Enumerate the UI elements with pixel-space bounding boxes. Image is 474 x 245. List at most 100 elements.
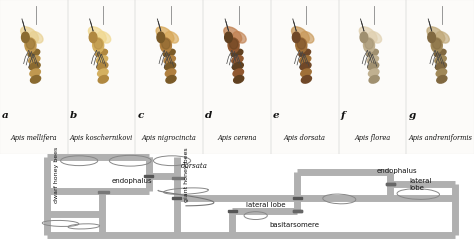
Bar — [293, 210, 302, 212]
Ellipse shape — [301, 32, 314, 43]
Ellipse shape — [26, 39, 35, 49]
Text: endophalus: endophalus — [376, 169, 417, 174]
Text: Apis andreniformis: Apis andreniformis — [408, 134, 472, 142]
Ellipse shape — [164, 49, 175, 57]
Ellipse shape — [96, 49, 108, 57]
Bar — [406, 0, 474, 154]
Text: Apis koschernikovi: Apis koschernikovi — [70, 134, 133, 142]
Ellipse shape — [25, 38, 36, 52]
Ellipse shape — [89, 32, 97, 43]
Text: d: d — [205, 111, 212, 120]
Text: basitarsomere: basitarsomere — [270, 222, 319, 228]
Ellipse shape — [300, 56, 311, 63]
Text: endophalus: endophalus — [112, 178, 152, 184]
Ellipse shape — [229, 39, 238, 49]
Text: g: g — [408, 111, 416, 120]
Bar — [386, 183, 395, 185]
Ellipse shape — [30, 75, 41, 83]
Bar — [271, 0, 338, 154]
Bar — [338, 0, 406, 154]
Text: dorsata: dorsata — [182, 162, 208, 170]
Ellipse shape — [225, 32, 232, 43]
Bar — [172, 197, 182, 199]
Ellipse shape — [435, 56, 446, 63]
Ellipse shape — [432, 39, 441, 49]
Bar — [293, 210, 302, 212]
Ellipse shape — [368, 32, 382, 43]
Ellipse shape — [367, 56, 379, 63]
Ellipse shape — [98, 69, 108, 77]
Bar — [0, 0, 68, 154]
Ellipse shape — [228, 38, 239, 52]
Text: f: f — [341, 111, 345, 120]
Ellipse shape — [233, 32, 246, 43]
Ellipse shape — [428, 32, 436, 43]
Bar — [68, 0, 136, 154]
Ellipse shape — [94, 39, 102, 49]
Ellipse shape — [437, 75, 447, 83]
Ellipse shape — [431, 38, 442, 52]
Ellipse shape — [364, 38, 374, 52]
Ellipse shape — [300, 62, 311, 70]
Ellipse shape — [164, 62, 175, 70]
Ellipse shape — [29, 62, 40, 70]
Ellipse shape — [436, 62, 447, 70]
Ellipse shape — [164, 56, 175, 63]
Ellipse shape — [21, 27, 38, 43]
Ellipse shape — [436, 69, 447, 77]
Ellipse shape — [30, 32, 43, 43]
Ellipse shape — [28, 49, 40, 57]
Ellipse shape — [427, 27, 445, 43]
Ellipse shape — [21, 32, 29, 43]
Ellipse shape — [299, 49, 310, 57]
Ellipse shape — [97, 62, 108, 70]
Ellipse shape — [28, 56, 40, 63]
Ellipse shape — [232, 56, 243, 63]
Text: e: e — [273, 111, 280, 120]
Ellipse shape — [30, 69, 40, 77]
Ellipse shape — [92, 38, 104, 52]
Ellipse shape — [365, 39, 373, 49]
Bar — [293, 197, 302, 199]
Text: c: c — [137, 111, 144, 120]
Ellipse shape — [96, 56, 108, 63]
Ellipse shape — [157, 32, 164, 43]
Ellipse shape — [292, 27, 310, 43]
Text: lateral lobe: lateral lobe — [246, 202, 286, 208]
Ellipse shape — [360, 32, 368, 43]
Ellipse shape — [156, 27, 174, 43]
Ellipse shape — [98, 75, 109, 83]
Ellipse shape — [366, 49, 378, 57]
Text: giant honey bees: giant honey bees — [183, 147, 189, 202]
Ellipse shape — [165, 69, 176, 77]
Ellipse shape — [98, 32, 111, 43]
Text: Apis cerena: Apis cerena — [217, 134, 257, 142]
Ellipse shape — [231, 49, 243, 57]
Bar — [386, 183, 395, 185]
Ellipse shape — [359, 27, 377, 43]
Text: Apis mellifera: Apis mellifera — [10, 134, 57, 142]
Ellipse shape — [434, 49, 446, 57]
Bar — [98, 191, 109, 193]
Ellipse shape — [165, 32, 179, 43]
Text: Apis dorsata: Apis dorsata — [284, 134, 326, 142]
Ellipse shape — [301, 69, 311, 77]
Ellipse shape — [162, 39, 170, 49]
Ellipse shape — [436, 32, 449, 43]
Ellipse shape — [89, 27, 106, 43]
Ellipse shape — [292, 32, 300, 43]
Text: Apis florea: Apis florea — [354, 134, 391, 142]
Text: lateral
lobe: lateral lobe — [409, 178, 431, 191]
Bar — [203, 0, 271, 154]
Ellipse shape — [368, 62, 379, 70]
Ellipse shape — [297, 39, 306, 49]
Bar — [144, 175, 154, 177]
Ellipse shape — [301, 75, 311, 83]
Ellipse shape — [369, 75, 379, 83]
Text: a: a — [2, 111, 9, 120]
Ellipse shape — [296, 38, 307, 52]
Text: Apis nigrocincta: Apis nigrocincta — [142, 134, 197, 142]
Text: b: b — [70, 111, 77, 120]
Ellipse shape — [160, 38, 172, 52]
Ellipse shape — [166, 75, 176, 83]
